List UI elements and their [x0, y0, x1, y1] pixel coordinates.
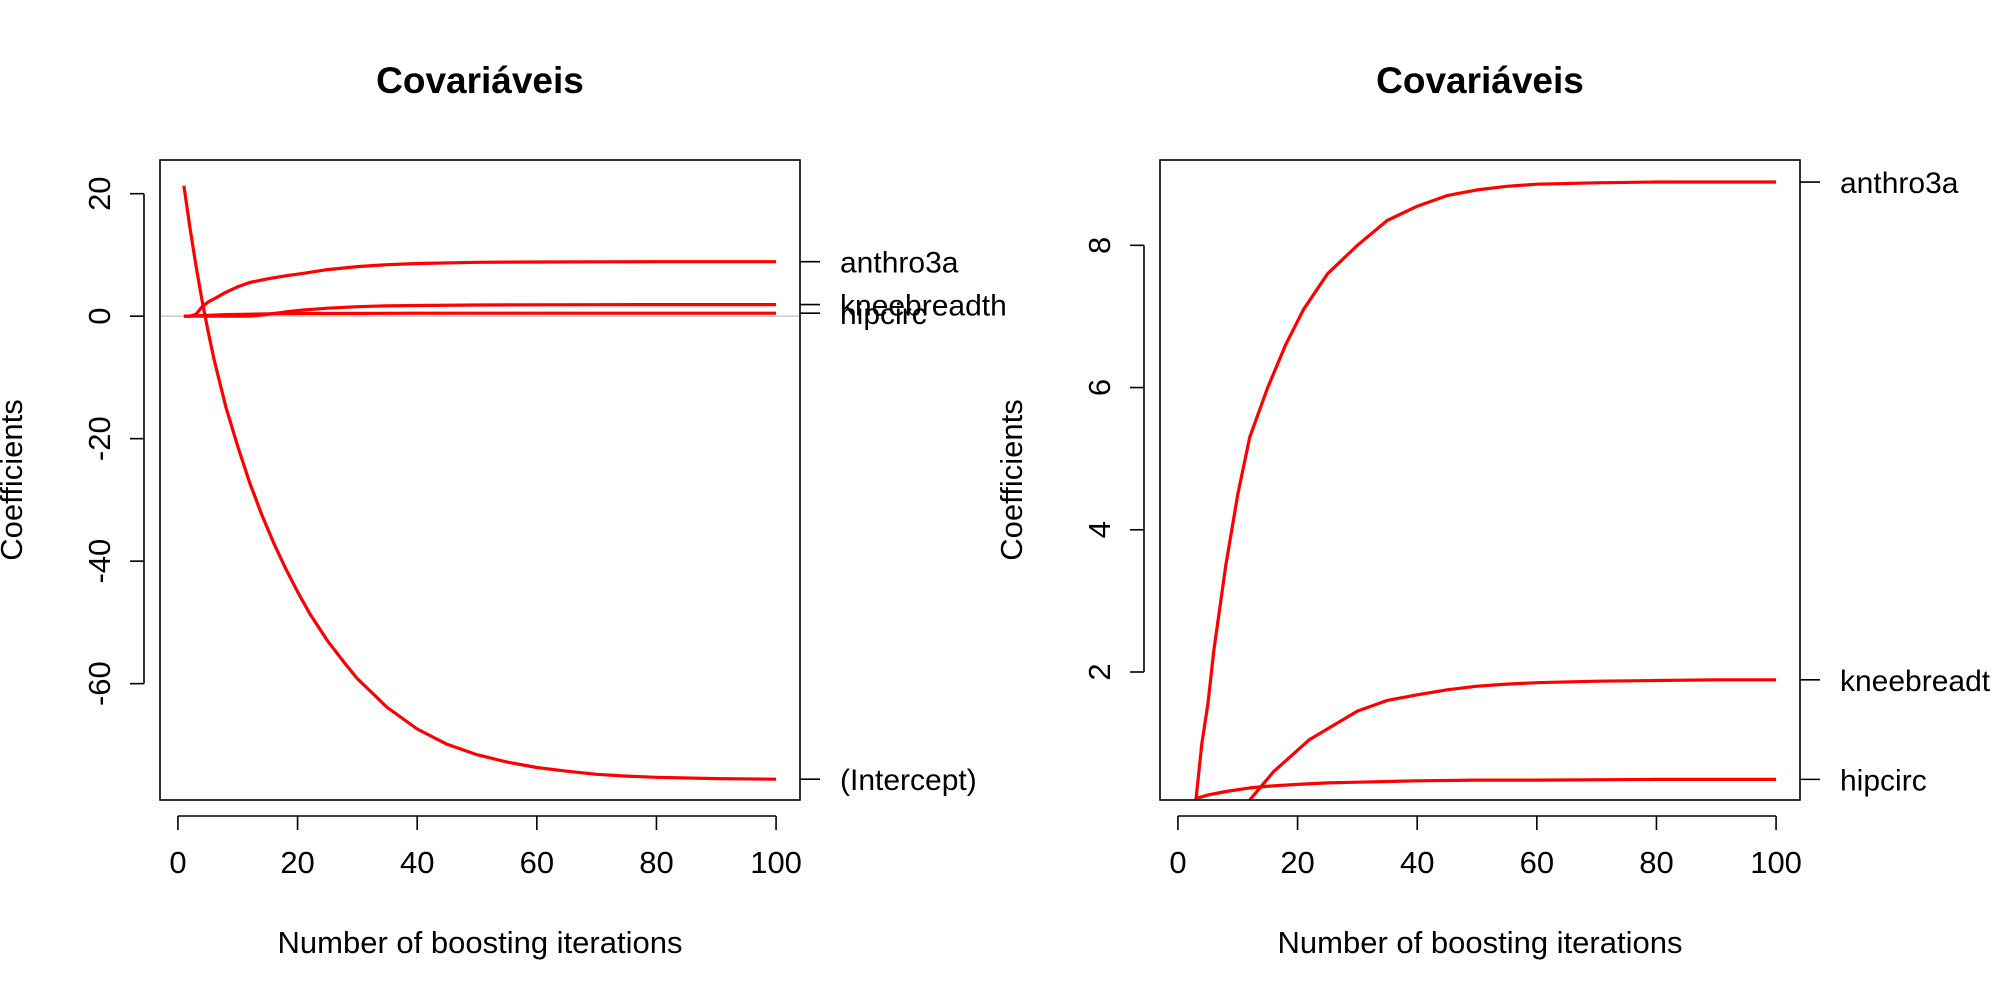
series-end-label: hipcirc: [1840, 764, 1927, 797]
series-line-anthro3a: [183, 260, 777, 318]
x-axis-label: Number of boosting iterations: [278, 925, 683, 960]
y-tick-label: 2: [1082, 663, 1117, 680]
x-tick-label: 20: [280, 845, 314, 880]
series-end-label: kneebreadth: [840, 290, 1007, 323]
series-end-label: hipcirc: [840, 298, 927, 331]
x-tick-label: 0: [169, 845, 186, 880]
series-line-hipcirc: [1195, 777, 1777, 800]
series-end-label: anthro3a: [840, 247, 959, 280]
x-tick-label: 20: [1280, 845, 1314, 880]
series-line-anthro3a: [1194, 180, 1777, 800]
x-tick-label: 0: [1169, 845, 1186, 880]
series-end-label: anthro3a: [1840, 167, 1959, 200]
series-line-kneebreadth: [1248, 678, 1777, 800]
x-tick-label: 80: [1639, 845, 1673, 880]
chart-panel-2: Covariáveis 0 20 40 60 80 100 8 6 4 2 Number of boo…: [994, 60, 1991, 960]
y-tick-label: -40: [82, 539, 117, 584]
x-tick-label: 40: [400, 845, 434, 880]
y-tick-label: 8: [1082, 237, 1117, 254]
x-tick-label: 100: [750, 845, 802, 880]
chart-title: Covariáveis: [1376, 60, 1584, 101]
x-tick-label: 40: [1400, 845, 1434, 880]
chart-panel-1: Covariáveis 0 20 40 60 80 100 20 0 -20 -40 -60 Numbe…: [0, 60, 1007, 960]
x-tick-label: 100: [1750, 845, 1802, 880]
x-axis-label: Number of boosting iterations: [1278, 925, 1683, 960]
y-axis-label: Coefficients: [994, 399, 1029, 560]
plot-frame: [1159, 159, 1801, 801]
y-tick-label: -60: [82, 661, 117, 706]
plot-frame: [159, 159, 801, 801]
x-tick-label: 60: [1520, 845, 1554, 880]
y-tick-label: 0: [82, 308, 117, 325]
y-tick-label: -20: [82, 416, 117, 461]
series-end-label: (Intercept): [840, 764, 977, 797]
x-tick-label: 80: [639, 845, 673, 880]
series-line-intercept: [182, 185, 777, 781]
x-tick-label: 60: [520, 845, 554, 880]
chart-title: Covariáveis: [376, 60, 584, 101]
y-tick-label: 4: [1082, 521, 1117, 538]
y-axis-label: Coefficients: [0, 399, 29, 560]
y-tick-label: 6: [1082, 379, 1117, 396]
series-end-label: kneebreadt: [1840, 665, 1991, 698]
y-tick-label: 20: [82, 176, 117, 210]
